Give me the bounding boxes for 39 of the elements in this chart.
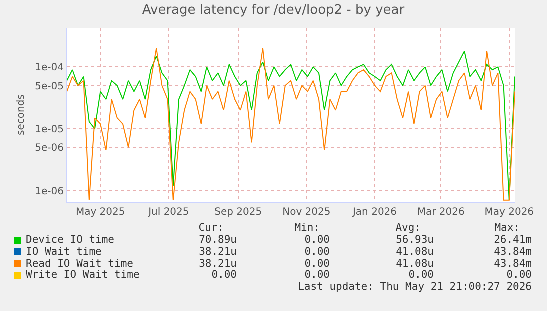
x-tick-label: May 2026: [484, 207, 534, 218]
text: 43.84m: [494, 258, 532, 270]
text: 41.08u: [396, 246, 434, 258]
legend-label: IO Wait time: [26, 246, 102, 258]
y-tick-label: 1e-05: [35, 124, 64, 136]
chart-title: Average latency for /dev/loop2 - by year: [142, 2, 406, 18]
text: 0.00: [506, 269, 532, 282]
y-axis-title: seconds: [16, 94, 28, 136]
text: 0.00: [304, 234, 330, 246]
text: 0.00: [212, 269, 237, 282]
text: Avg:: [396, 222, 421, 234]
y-tick-label: 5e-05: [35, 81, 64, 92]
text: Cur:: [198, 222, 224, 234]
x-tick-label: Mar 2026: [417, 207, 465, 218]
text: 0.00: [304, 269, 330, 282]
text: 38.21u: [199, 258, 237, 270]
y-tick-label: 1e-06: [35, 186, 64, 198]
x-tick-label: May 2025: [76, 207, 126, 218]
x-tick-label: Jul 2025: [148, 207, 190, 218]
x-tick-label: Nov 2025: [282, 207, 331, 218]
text: 41.08u: [396, 258, 434, 270]
text: Min:: [294, 222, 320, 234]
legend-label: Read IO Wait time: [26, 258, 134, 270]
x-tick-label: Sep 2025: [214, 207, 262, 218]
text: 0.00: [304, 258, 330, 270]
text: 56.93u: [396, 234, 434, 246]
y-tick-label: 5e-06: [35, 143, 64, 154]
text: 0.00: [304, 246, 330, 258]
text: 26.41m: [494, 234, 532, 246]
text: Last update: Thu May 21 21:00:27 2026: [298, 281, 532, 293]
text: 43.84m: [494, 246, 532, 258]
text: 38.21u: [199, 246, 237, 258]
text: 70.89u: [199, 234, 237, 246]
x-tick-label: Jan 2026: [352, 207, 398, 218]
legend-label: Device IO time: [26, 234, 115, 246]
y-tick-label: 1e-04: [35, 62, 64, 74]
text: 0.00: [408, 269, 434, 282]
text: Max:: [494, 222, 520, 234]
legend-label: Write IO Wait time: [26, 269, 140, 282]
